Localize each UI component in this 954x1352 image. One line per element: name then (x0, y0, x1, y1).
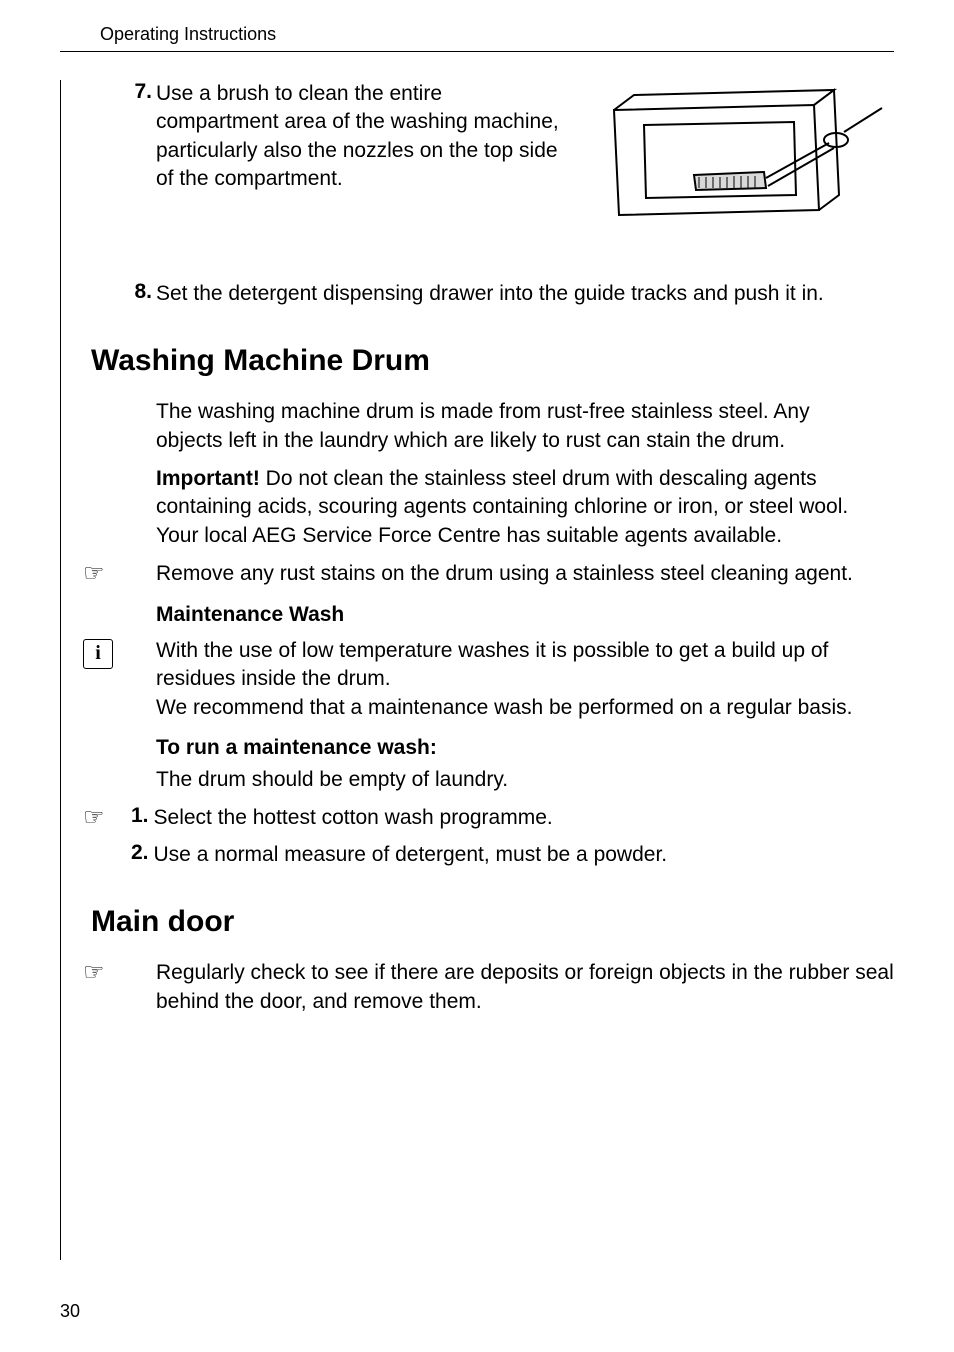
content-area: 7. Use a brush to clean the entire compa… (60, 80, 894, 1260)
page-header: Operating Instructions (60, 24, 894, 52)
important-text: Do not clean the stainless steel drum wi… (156, 467, 848, 547)
run-maintenance-text: The drum should be empty of laundry. (61, 766, 894, 794)
step-7-row: 7. Use a brush to clean the entire compa… (61, 80, 894, 230)
door-hand-text: Regularly check to see if there are depo… (131, 959, 894, 1016)
maint-step-2-text: Use a normal measure of detergent, must … (154, 841, 894, 869)
drum-important-paragraph: Important! Do not clean the stainless st… (61, 465, 894, 550)
hand-icon: ☞ (83, 560, 131, 589)
page: Operating Instructions 7. Use a brush to… (0, 0, 954, 1352)
hand-icon: ☞ (83, 959, 131, 988)
page-number: 30 (60, 1301, 80, 1322)
step-7-text-block: 7. Use a brush to clean the entire compa… (126, 80, 564, 230)
compartment-brush-diagram (584, 80, 884, 230)
drum-paragraph-1: The washing machine drum is made from ru… (61, 398, 894, 455)
step-text: Set the detergent dispensing drawer into… (156, 280, 884, 308)
important-label: Important! (156, 467, 260, 490)
maintenance-info-p2: We recommend that a maintenance wash be … (156, 694, 894, 722)
drum-hand-text: Remove any rust stains on the drum using… (131, 560, 894, 588)
step-text: Use a brush to clean the entire compartm… (156, 80, 564, 230)
run-maintenance-heading: To run a maintenance wash: (61, 736, 894, 760)
info-icon-box: i (83, 639, 113, 669)
step-number: 8. (126, 280, 152, 304)
maint-step-2-row: 2. Use a normal measure of detergent, mu… (61, 841, 894, 869)
step-number: 2. (131, 841, 149, 865)
hand-icon: ☞ (83, 804, 131, 833)
section-heading-door: Main door (61, 905, 894, 939)
maintenance-info-p1: With the use of low temperature washes i… (156, 637, 894, 694)
maintenance-info-row: i With the use of low temperature washes… (61, 637, 894, 722)
door-hand-row: ☞ Regularly check to see if there are de… (61, 959, 894, 1016)
step-number: 7. (126, 80, 152, 230)
drum-hand-row: ☞ Remove any rust stains on the drum usi… (61, 560, 894, 589)
step-number: 1. (131, 804, 149, 828)
section-heading-drum: Washing Machine Drum (61, 344, 894, 378)
step-8-row: 8. Set the detergent dispensing drawer i… (61, 280, 894, 308)
maint-step-1-row: ☞ 1. Select the hottest cotton wash prog… (61, 804, 894, 833)
maint-step-1-text: Select the hottest cotton wash programme… (154, 804, 894, 832)
info-icon: i (83, 637, 131, 669)
maintenance-wash-heading: Maintenance Wash (61, 603, 894, 627)
